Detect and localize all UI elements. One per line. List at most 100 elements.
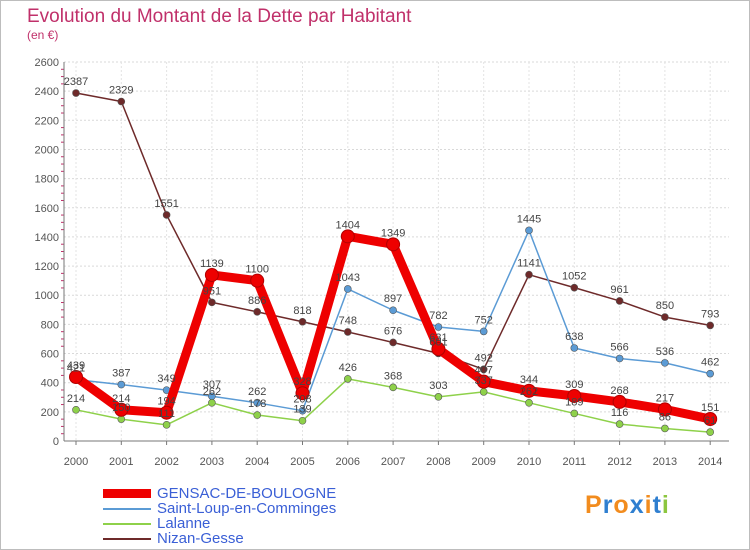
legend-label: GENSAC-DE-BOULOGNE <box>157 485 337 502</box>
data-point <box>706 369 715 378</box>
data-label: 349 <box>157 373 175 385</box>
data-label: 1052 <box>562 271 586 283</box>
data-label: 208 <box>293 394 311 406</box>
x-tick-label: 2006 <box>336 456 360 468</box>
data-label: 86 <box>659 411 671 423</box>
data-label: 111 <box>158 408 175 420</box>
x-tick-label: 2011 <box>562 456 586 468</box>
data-point <box>162 211 171 219</box>
data-label: 328 <box>293 376 311 388</box>
data-label: 439 <box>67 360 85 372</box>
data-point <box>525 226 533 235</box>
logo-letter: i <box>661 491 670 519</box>
data-point <box>615 420 624 428</box>
data-label: 886 <box>248 295 266 307</box>
data-label: 818 <box>293 305 311 317</box>
data-point <box>479 388 488 396</box>
y-tick-label: 400 <box>41 378 59 390</box>
series-lalanne <box>72 375 715 436</box>
y-tick-label: 1200 <box>35 261 59 273</box>
data-point <box>522 383 536 398</box>
data-point <box>253 411 262 419</box>
chart-subtitle: (en €) <box>27 28 59 42</box>
data-point <box>567 388 582 403</box>
data-label: 387 <box>112 368 130 380</box>
x-tick-label: 2005 <box>290 456 314 468</box>
data-point <box>72 406 80 414</box>
data-label: 407 <box>475 365 493 377</box>
data-label: 262 <box>203 386 221 398</box>
data-label: 309 <box>565 379 583 391</box>
data-label: 897 <box>384 293 402 305</box>
data-label: 139 <box>293 404 311 416</box>
x-tick-label: 2002 <box>154 456 178 468</box>
data-label: 961 <box>610 284 628 296</box>
data-label: 426 <box>339 362 357 374</box>
data-label: 1445 <box>517 213 541 225</box>
data-label: 2329 <box>109 85 133 97</box>
data-label: 601 <box>429 336 447 348</box>
y-tick-label: 0 <box>53 436 59 448</box>
data-point <box>159 405 174 420</box>
y-tick-label: 1000 <box>35 290 59 302</box>
data-point <box>615 354 624 363</box>
data-point <box>706 321 715 330</box>
legend-swatch <box>103 537 151 540</box>
data-point <box>72 89 80 97</box>
legend-item-saint-loup-en-comminges: Saint-Loup-en-Comminges <box>103 500 336 517</box>
x-tick-label: 2014 <box>698 456 722 468</box>
legend-item-nizan-gesse: Nizan-Gesse <box>103 530 244 547</box>
legend-item-lalanne: Lalanne <box>103 515 210 532</box>
x-tick-label: 2004 <box>245 456 269 468</box>
logo-letter: i <box>644 491 653 519</box>
data-label: 214 <box>112 393 130 405</box>
data-point <box>661 313 669 321</box>
data-label: 1100 <box>245 264 269 276</box>
data-point <box>343 328 352 336</box>
x-tick-label: 2008 <box>426 456 450 468</box>
data-point <box>434 393 443 401</box>
data-label: 61 <box>704 415 716 427</box>
data-point <box>162 421 171 429</box>
data-point <box>525 399 533 407</box>
legend-swatch <box>103 489 151 498</box>
data-label: 1043 <box>336 272 360 284</box>
data-point <box>661 424 669 433</box>
data-point <box>431 342 446 357</box>
series-gensac-de-boulogne <box>69 229 718 426</box>
data-point <box>661 359 669 367</box>
data-point <box>250 273 265 288</box>
data-label: 676 <box>384 325 402 337</box>
data-point <box>117 97 126 106</box>
data-label: 303 <box>429 380 447 392</box>
data-point <box>706 428 715 436</box>
data-point <box>570 409 579 418</box>
data-label: 752 <box>475 314 493 326</box>
data-label: 268 <box>610 385 628 397</box>
data-point <box>295 386 310 401</box>
data-point <box>117 380 126 389</box>
data-label: 344 <box>520 374 538 386</box>
data-point <box>389 306 397 315</box>
data-point <box>298 406 307 415</box>
x-tick-label: 2000 <box>64 456 88 468</box>
legend-label: Lalanne <box>157 515 211 532</box>
y-tick-label: 2000 <box>35 144 59 156</box>
data-point <box>703 411 718 426</box>
data-point <box>612 394 627 409</box>
data-label: 217 <box>656 392 674 404</box>
y-tick-label: 600 <box>41 349 59 361</box>
data-label: 307 <box>203 379 221 391</box>
chart-title: Evolution du Montant de la Dette par Hab… <box>27 6 412 27</box>
y-tick-label: 800 <box>41 319 59 331</box>
data-label: 178 <box>248 398 266 410</box>
x-tick-label: 2009 <box>471 456 495 468</box>
data-label: 194 <box>157 396 175 408</box>
logo-letter: t <box>652 491 662 519</box>
x-tick-label: 2003 <box>200 456 224 468</box>
data-label: 638 <box>565 331 583 343</box>
data-label: 1141 <box>517 258 541 270</box>
data-label: 189 <box>565 396 583 408</box>
